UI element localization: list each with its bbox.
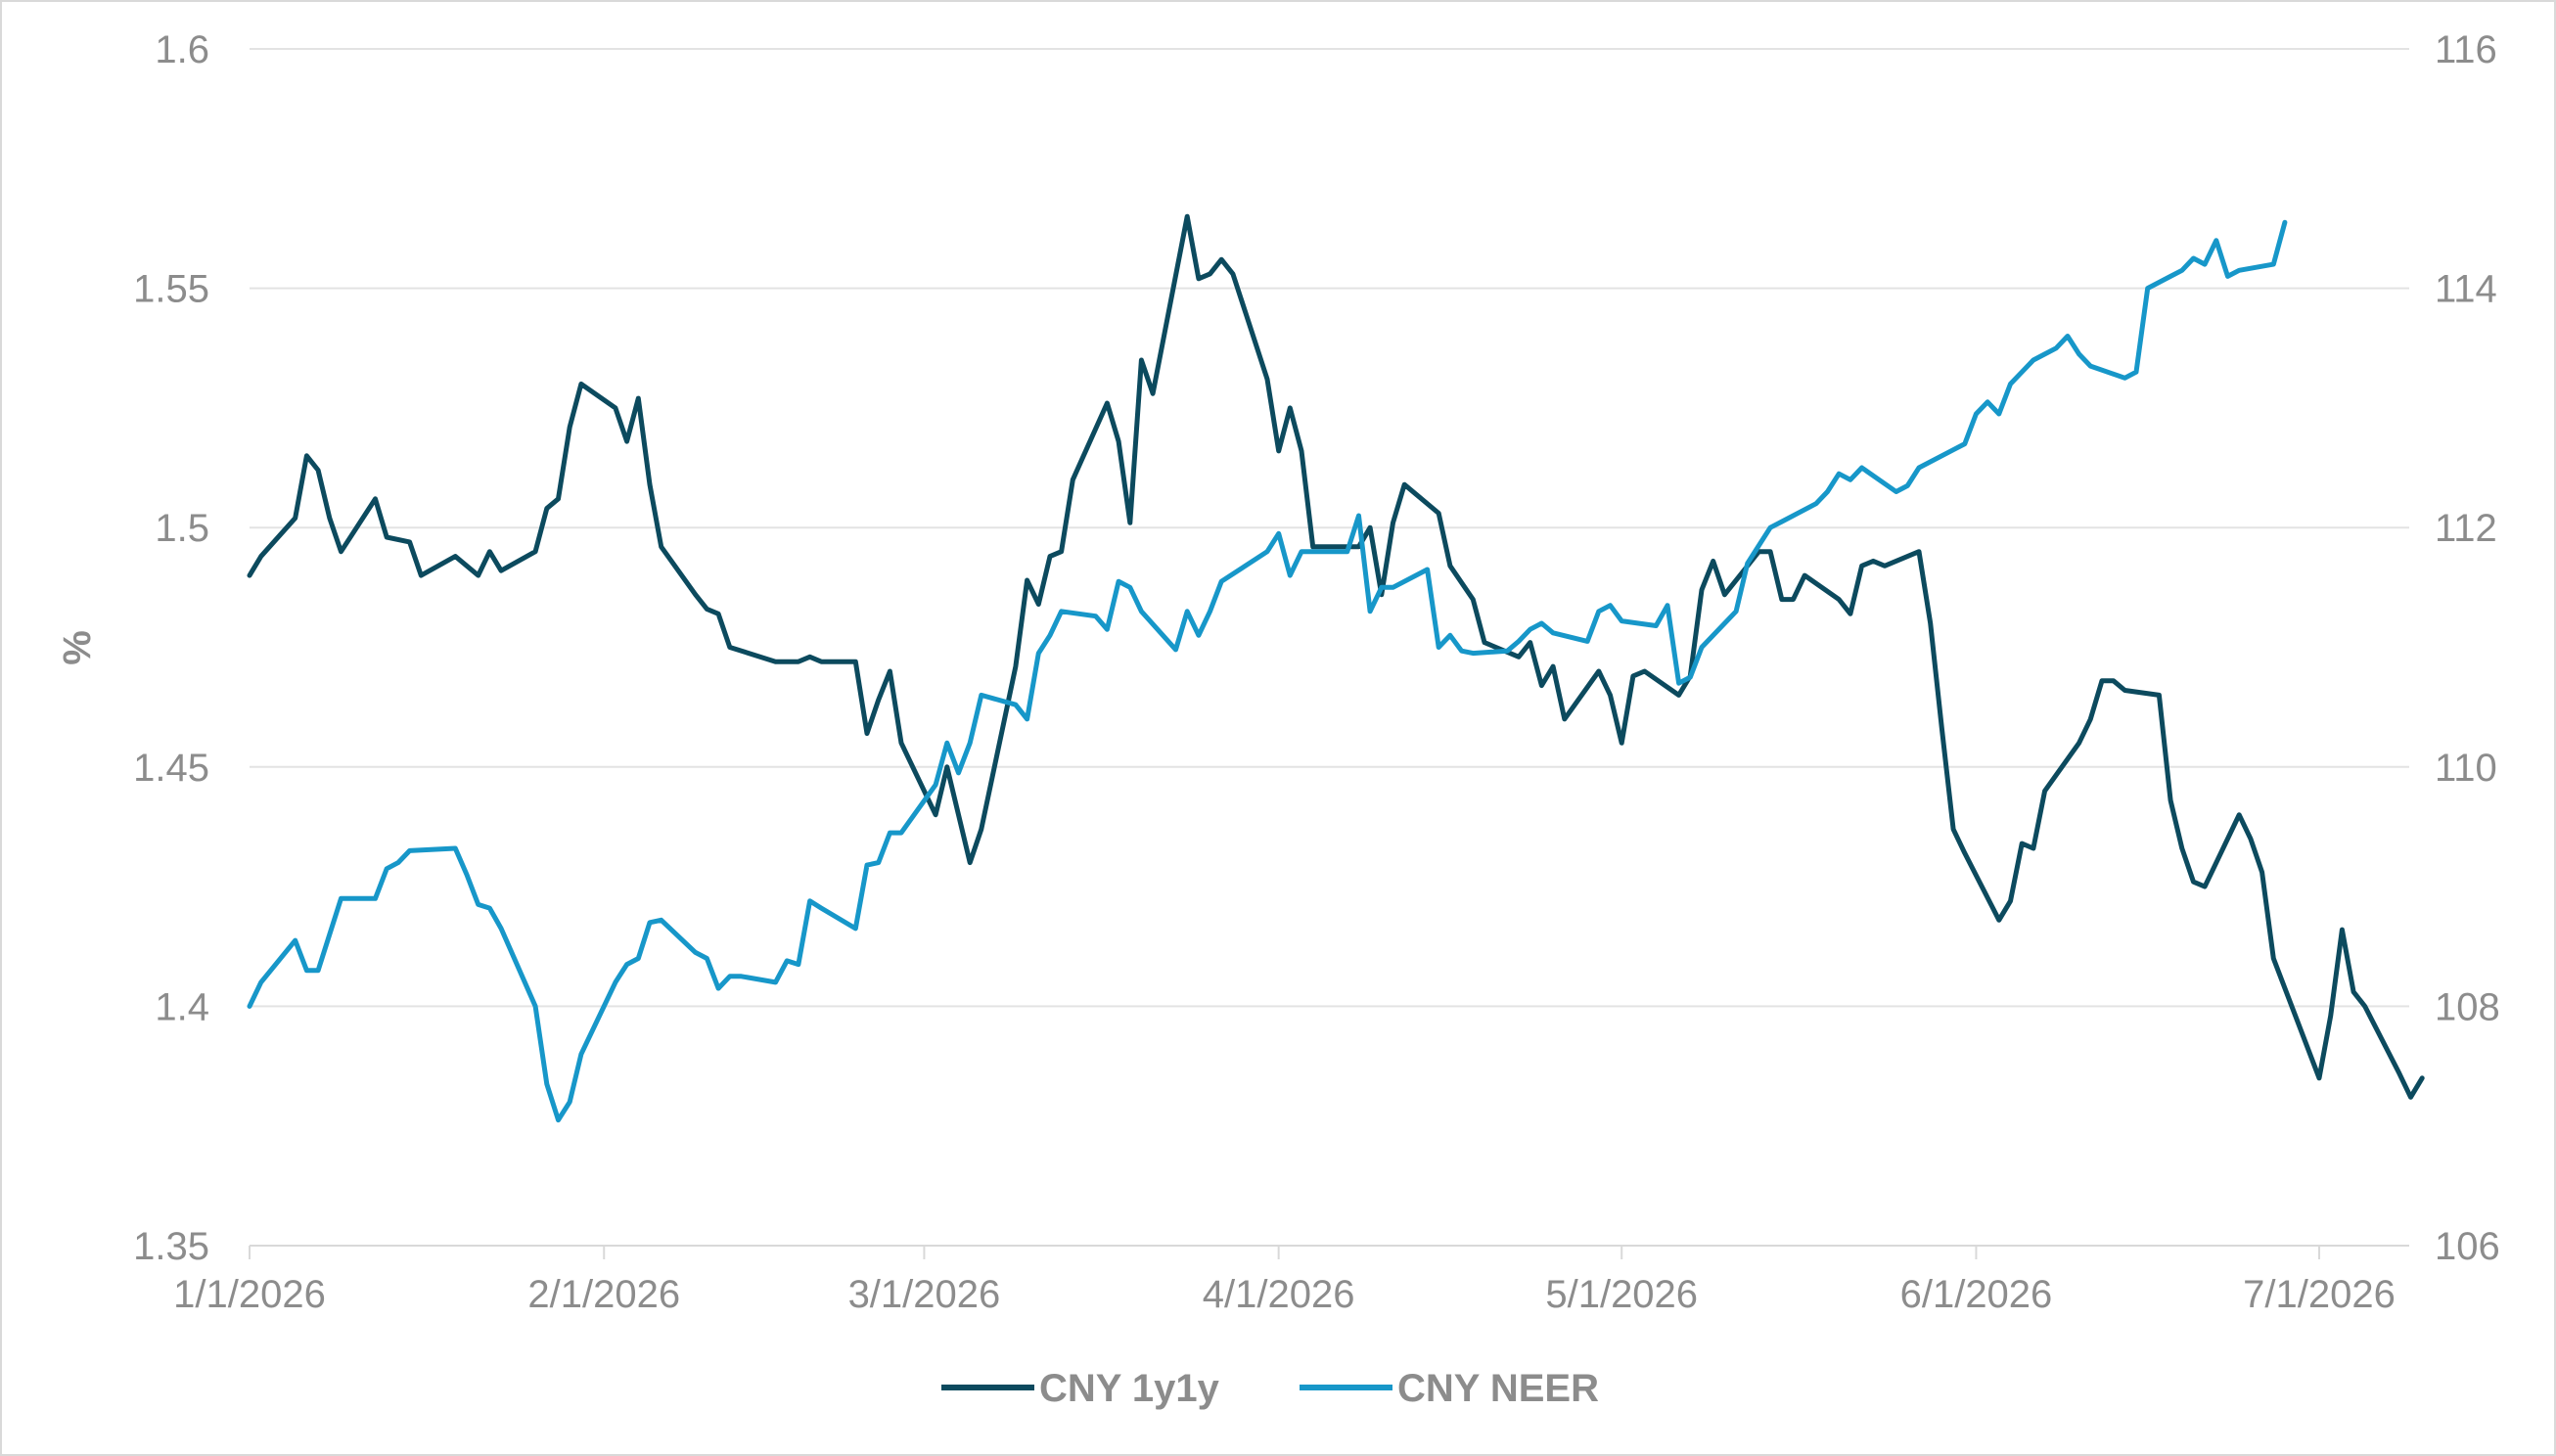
y2-tick-label: 110	[2435, 747, 2497, 790]
y-tick-label: 1.35	[133, 1225, 209, 1268]
y2-tick-label: 112	[2435, 507, 2497, 550]
y-tick-label: 1.55	[133, 268, 209, 311]
y2-tick-label: 106	[2435, 1225, 2500, 1268]
legend: CNY 1y1y CNY NEER	[941, 1367, 1599, 1410]
y2-tick-label: 108	[2435, 985, 2500, 1028]
x-tick-label: 1/1/2026	[173, 1273, 326, 1316]
series-line-2	[247, 219, 2288, 1123]
x-tick-label: 6/1/2026	[1900, 1273, 2053, 1316]
y-tick-label: 1.4	[155, 985, 209, 1028]
legend-label: CNY 1y1y	[1039, 1367, 1220, 1410]
x-tick-label: 3/1/2026	[848, 1273, 1001, 1316]
y-tick-label: 1.5	[155, 507, 209, 550]
x-tick-label: 7/1/2026	[2243, 1273, 2396, 1316]
gridlines	[250, 48, 2409, 1008]
y-axis-title: %	[56, 630, 99, 665]
axes: 1.35 1.4 1.45 1.5 1.55 1.6 106 108 110 112 114 116 1…	[133, 28, 2500, 1316]
series-lines	[247, 213, 2425, 1123]
x-tick-label: 5/1/2026	[1545, 1273, 1698, 1316]
y-tick-label: 1.45	[133, 747, 209, 790]
y2-tick-label: 116	[2435, 28, 2497, 71]
y2-tick-label: 114	[2435, 268, 2497, 311]
x-tick-label: 2/1/2026	[527, 1273, 680, 1316]
series-line-1	[247, 213, 2425, 1100]
legend-label: CNY NEER	[1397, 1367, 1599, 1410]
y-tick-label: 1.6	[155, 28, 209, 71]
x-tick-label: 4/1/2026	[1203, 1273, 1355, 1316]
